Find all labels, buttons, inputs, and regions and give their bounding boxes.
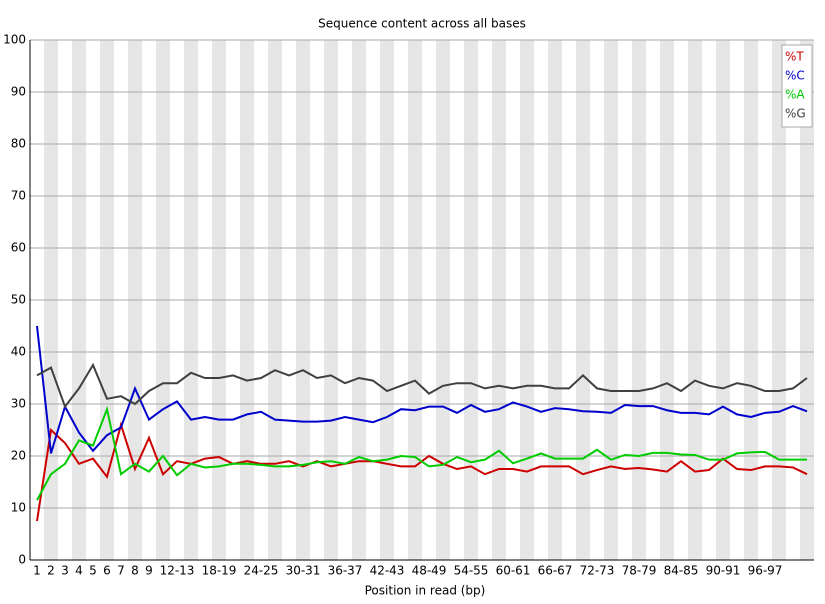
legend-entry: %G [785,107,806,121]
x-tick-label: 5 [89,564,97,578]
y-tick-label: 10 [11,501,26,515]
y-tick-label: 50 [11,293,26,307]
x-tick-label: 7 [117,564,125,578]
x-tick-label: 24-25 [244,564,279,578]
y-tick-label: 80 [11,137,26,151]
series-line [36,325,808,454]
x-tick-label: 84-85 [664,564,699,578]
x-tick-label: 48-49 [412,564,447,578]
x-tick-label: 60-61 [496,564,531,578]
x-tick-label: 96-97 [748,564,783,578]
x-tick-label: 2 [47,564,55,578]
legend-entry: %C [785,69,805,83]
legend-box [781,44,813,128]
x-tick-label: 18-19 [202,564,237,578]
y-tick-label: 30 [11,397,26,411]
x-tick-label: 72-73 [580,564,615,578]
x-tick-label: 66-67 [538,564,573,578]
y-tick-label: 20 [11,449,26,463]
x-tick-label: 9 [145,564,153,578]
x-tick-label: 36-37 [328,564,363,578]
x-tick-label: 30-31 [286,564,321,578]
x-tick-label: 78-79 [622,564,657,578]
x-tick-label: 90-91 [706,564,741,578]
chart-title: Sequence content across all bases [318,17,526,31]
y-tick-label: 90 [11,85,26,99]
legend-entry: %A [785,88,805,102]
series-line [36,405,807,501]
y-tick-label: 70 [11,189,26,203]
y-tick-label: 0 [18,553,26,567]
y-tick-label: 40 [11,345,26,359]
x-tick-label: 54-55 [454,564,489,578]
x-tick-label: 42-43 [370,564,405,578]
legend-entry: %T [785,50,804,64]
series-line [36,362,808,409]
x-tick-label: 12-13 [160,564,195,578]
x-axis-label: Position in read (bp) [365,584,486,598]
x-tick-label: 3 [61,564,69,578]
x-tick-label: 8 [131,564,139,578]
x-tick-label: 4 [75,564,83,578]
x-tick-label: 1 [33,564,41,578]
x-tick-label: 6 [103,564,111,578]
y-tick-label: 100 [3,33,26,47]
y-tick-label: 60 [11,241,26,255]
